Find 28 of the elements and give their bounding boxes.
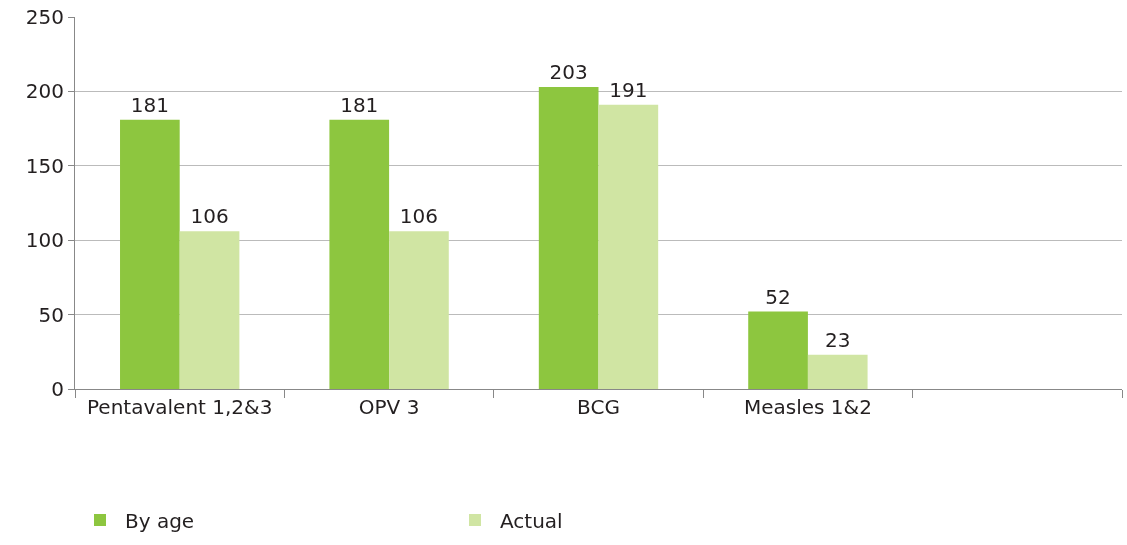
bar bbox=[748, 311, 808, 389]
y-tick-label: 200 bbox=[25, 79, 64, 104]
x-tick-label: Pentavalent 1,2&3 bbox=[87, 395, 273, 419]
bar bbox=[329, 119, 390, 389]
bar bbox=[389, 231, 449, 389]
bar bbox=[807, 354, 868, 389]
x-tick-label: OPV 3 bbox=[358, 395, 420, 419]
data-label: 106 bbox=[399, 204, 439, 229]
bar bbox=[598, 104, 659, 389]
x-tick-label: Measles 1&2 bbox=[743, 395, 872, 419]
bar bbox=[120, 119, 180, 389]
data-label: 203 bbox=[549, 59, 588, 84]
bar bbox=[538, 86, 599, 389]
y-tick-label: 0 bbox=[51, 377, 64, 401]
y-tick-label: 150 bbox=[25, 153, 64, 178]
y-tick-label: 50 bbox=[38, 302, 64, 327]
data-label: 106 bbox=[190, 204, 229, 229]
y-tick-label: 250 bbox=[25, 5, 64, 29]
x-tick-label: BCG bbox=[577, 395, 620, 419]
data-label: 181 bbox=[340, 92, 379, 117]
data-label: 191 bbox=[609, 77, 648, 102]
data-label: 181 bbox=[130, 92, 169, 117]
y-tick-label: 100 bbox=[25, 228, 64, 253]
legend-label: By age bbox=[125, 508, 195, 533]
bar bbox=[179, 231, 240, 389]
legend-label: Actual bbox=[500, 508, 563, 533]
data-label: 52 bbox=[765, 284, 791, 309]
data-label: 23 bbox=[825, 327, 851, 352]
